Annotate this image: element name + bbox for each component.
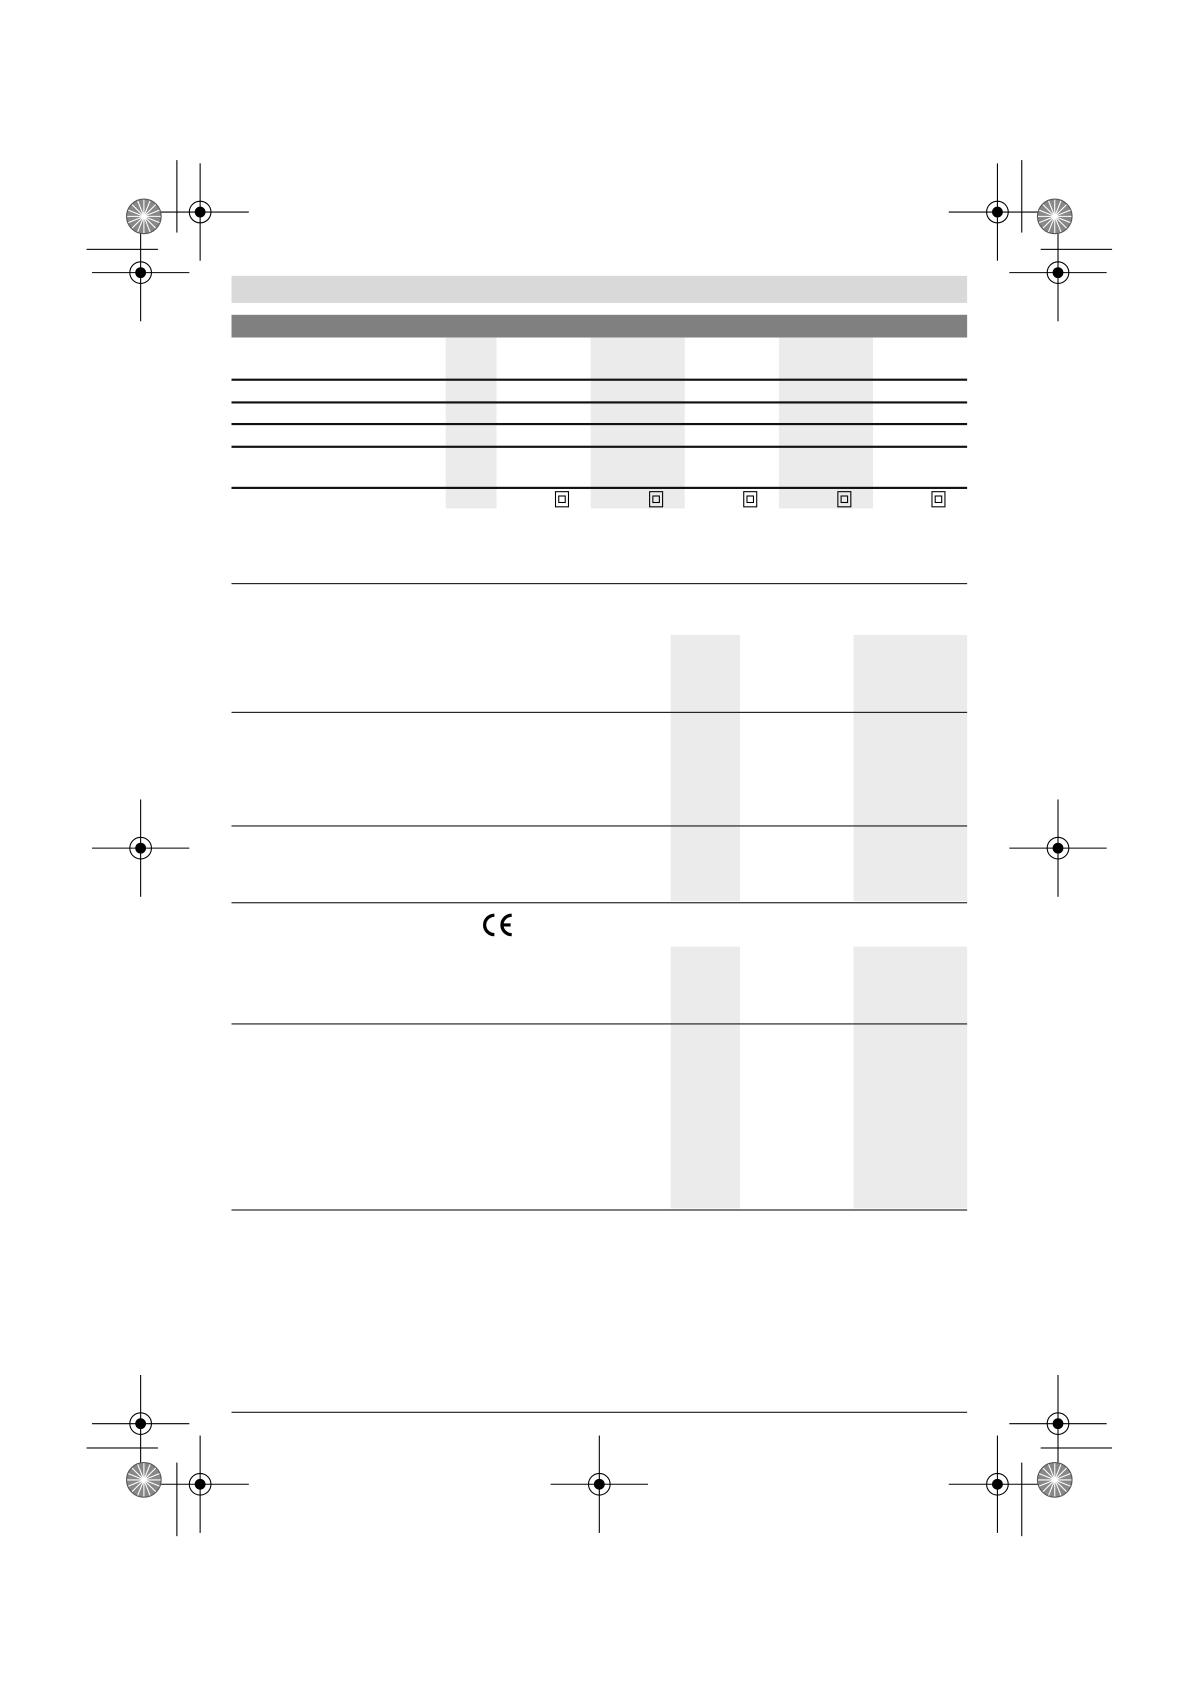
registration-mark-icon (1008, 223, 1108, 322)
double-insulation-icon (649, 491, 664, 508)
table-row-rule (231, 378, 968, 381)
registration-mark-icon (91, 1374, 190, 1473)
double-insulation-icon (931, 491, 946, 508)
table-bottom-rule (231, 583, 968, 585)
crop-mark (176, 160, 178, 233)
header-band-dark (231, 314, 968, 338)
registration-mark-icon (1008, 1374, 1108, 1473)
registration-mark-icon (150, 1435, 250, 1534)
crop-mark (86, 248, 158, 250)
registration-mark-icon (150, 162, 250, 262)
color-wheel-icon (126, 198, 162, 235)
double-insulation-icon (837, 491, 852, 508)
table-bottom-rule (231, 1209, 968, 1211)
table-row-rule (231, 1023, 968, 1025)
crop-mark (86, 1447, 158, 1449)
color-wheel-icon (1036, 1462, 1073, 1498)
registration-mark-icon (91, 223, 190, 322)
registration-mark-icon (91, 798, 190, 898)
registration-mark-icon (948, 162, 1047, 262)
crop-mark (1040, 248, 1113, 250)
table-row-rule (231, 422, 968, 425)
crop-mark (1040, 1447, 1113, 1449)
double-insulation-icon (554, 491, 570, 508)
table-row-rule (231, 445, 968, 448)
color-wheel-icon (1036, 198, 1073, 235)
table-row-rule (231, 401, 968, 403)
footer-rule (231, 1411, 968, 1413)
registration-mark-icon (1008, 798, 1108, 898)
registration-mark-icon (948, 1435, 1047, 1534)
table-row-rule (231, 902, 968, 904)
crop-mark (176, 1462, 178, 1537)
color-wheel-icon (126, 1462, 162, 1498)
table-row-rule (231, 486, 968, 489)
ce-mark-icon (483, 913, 512, 937)
registration-mark-icon (550, 1435, 649, 1534)
crop-mark (1021, 1462, 1023, 1537)
double-insulation-icon (743, 491, 758, 508)
shaded-column (853, 946, 968, 1209)
table-row-rule (231, 711, 968, 713)
shaded-column (853, 635, 968, 902)
header-band-light (231, 275, 968, 303)
crop-mark (1021, 160, 1023, 233)
table-row-rule (231, 825, 968, 827)
shaded-column (670, 635, 740, 902)
shaded-column (670, 946, 740, 1209)
